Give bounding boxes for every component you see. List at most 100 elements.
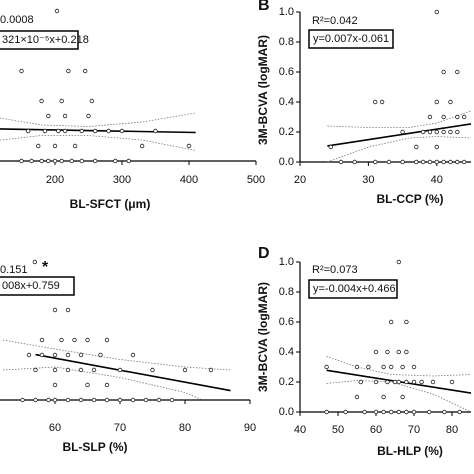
point: [79, 128, 84, 134]
point: [419, 379, 424, 385]
point: [92, 158, 98, 164]
x-tick-label: 60: [49, 422, 61, 434]
y-tick-label: 1.0: [279, 6, 294, 18]
regression-line: [35, 353, 231, 392]
equation-box: [0, 276, 75, 296]
point: [328, 144, 333, 150]
y-tick-label: 0.4: [279, 346, 294, 358]
point: [400, 394, 405, 400]
point: [389, 364, 394, 370]
x-axis-label: BL-SLP (%): [62, 440, 127, 454]
plot-area: [326, 356, 471, 412]
confidence-band: [0, 112, 196, 127]
point: [98, 352, 103, 358]
confidence-band: [327, 136, 471, 162]
point: [91, 367, 97, 373]
point: [113, 158, 118, 164]
plot-area: [0, 112, 196, 151]
point: [381, 409, 386, 415]
point: [39, 352, 45, 358]
point: [153, 128, 158, 134]
point: [56, 128, 61, 134]
equation-box: [0, 30, 79, 50]
point: [400, 364, 405, 370]
point: [448, 159, 453, 165]
point: [33, 367, 38, 373]
point: [427, 409, 432, 415]
y-axis-label: 3M-BCVA (logMAR): [256, 282, 270, 392]
x-tick-label: 500: [247, 174, 265, 186]
r-squared: R²=0.042: [312, 15, 358, 27]
point: [448, 99, 453, 105]
point: [186, 143, 192, 149]
point: [354, 394, 360, 400]
point: [434, 159, 439, 165]
point: [434, 99, 439, 105]
y-tick-label: 0.8: [279, 36, 294, 48]
point: [130, 352, 136, 358]
x-tick-label: 50: [332, 424, 344, 436]
x-tick-label: 80: [179, 422, 191, 434]
point: [373, 379, 379, 385]
point: [52, 382, 58, 388]
point: [441, 129, 446, 135]
point: [104, 397, 110, 403]
point: [52, 158, 58, 164]
x-tick-label: 30: [362, 174, 374, 186]
point: [52, 143, 58, 149]
point: [66, 68, 71, 74]
point: [324, 364, 329, 370]
point: [26, 128, 31, 134]
point: [427, 114, 433, 120]
point: [169, 397, 175, 403]
point: [65, 397, 71, 403]
point: [39, 158, 44, 164]
point: [404, 349, 409, 355]
point: [411, 379, 417, 385]
point: [385, 379, 390, 385]
point: [46, 397, 51, 403]
point: [396, 409, 401, 415]
significance-mark: *: [42, 259, 49, 276]
point: [62, 113, 68, 119]
point: [373, 349, 379, 355]
point: [72, 143, 78, 149]
point: [104, 382, 110, 388]
point: [106, 128, 111, 134]
point: [392, 379, 398, 385]
equation: 008x+0.759: [2, 280, 60, 292]
x-tick-label: 40: [431, 174, 443, 186]
x-tick-label: 20: [294, 174, 306, 186]
point: [42, 128, 48, 134]
point: [59, 158, 64, 164]
point: [354, 364, 360, 370]
point: [62, 128, 68, 134]
point: [386, 159, 392, 165]
panel: 60 70 80 90 BL-SLP (%) 0.151 * 008x+0.759: [0, 259, 256, 454]
x-axis-label: BL-CCP (%): [376, 192, 443, 206]
point: [461, 114, 467, 120]
point: [46, 113, 51, 119]
point: [117, 367, 123, 373]
y-tick-label: 0.0: [279, 406, 294, 418]
equation: y=0.007x-0.061: [313, 33, 389, 45]
point: [434, 9, 439, 15]
x-tick-label: 300: [113, 174, 131, 186]
panel-label: D: [258, 245, 270, 262]
point: [39, 98, 44, 104]
point: [143, 397, 149, 403]
point: [65, 367, 71, 373]
point: [79, 158, 84, 164]
point: [427, 129, 433, 135]
point: [92, 128, 98, 134]
point: [20, 397, 25, 403]
point: [420, 159, 426, 165]
x-tick-label: 70: [114, 422, 126, 434]
point: [36, 143, 41, 149]
panel-label: B: [258, 0, 270, 14]
point: [381, 364, 386, 370]
plot-area: [327, 110, 471, 162]
point: [324, 409, 329, 415]
